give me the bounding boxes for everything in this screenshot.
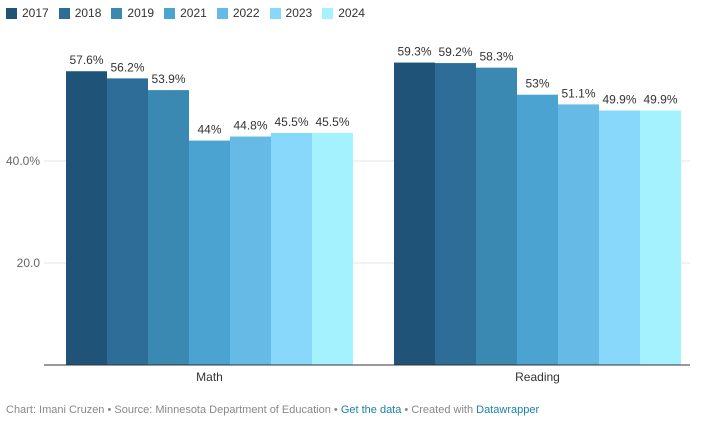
legend-label: 2018 [74,6,102,20]
legend-label: 2023 [285,6,313,20]
legend-swatch [111,7,123,19]
legend-label: 2021 [180,6,207,20]
data-label: 58.3% [479,50,513,64]
legend-label: 2024 [338,6,365,20]
legend-swatch [216,7,228,19]
legend-item: 2021 [164,6,207,20]
legend: 2017 2018 2019 2021 2022 2023 2024 [6,6,365,20]
legend-item: 2018 [58,6,102,20]
data-label: 44% [197,123,221,137]
legend-item: 2023 [269,6,313,20]
bar [271,132,312,365]
data-label: 56.2% [110,60,144,74]
data-label: 53% [525,77,549,91]
legend-item: 2019 [111,6,154,20]
data-label: 45.5% [315,115,349,129]
legend-swatch [58,7,70,19]
data-label: 53.9% [151,72,185,86]
legend-swatch [164,7,176,19]
x-category-label: Reading [515,370,560,384]
bar [517,94,558,365]
bar [476,67,517,366]
legend-label: 2022 [232,6,260,20]
datawrapper-link[interactable]: Datawrapper [476,404,540,416]
legend-swatch [6,7,17,19]
legend-item: 2022 [216,6,260,20]
legend-swatch [269,7,281,19]
footer-credit: Chart: Imani Cruzen • Source: Minnesota … [6,404,341,416]
get-data-link[interactable]: Get the data [340,404,402,416]
data-label: 44.8% [233,119,267,133]
bar [107,78,148,365]
data-label: 45.5% [274,115,308,129]
data-label: 59.2% [438,45,472,59]
data-label: 49.9% [602,93,636,107]
data-label: 59.3% [397,45,431,59]
footer: Chart: Imani Cruzen • Source: Minnesota … [6,404,539,416]
legend-label: 2019 [127,6,155,20]
legend-swatch [322,7,334,19]
bar [66,71,107,366]
legend-item: 2024 [322,6,365,20]
bar [394,62,435,365]
y-tick-label: 20.0 [17,256,41,270]
bar [640,110,681,365]
legend-label: 2017 [22,6,49,20]
data-label: 51.1% [561,86,595,100]
y-tick-label: 40.0% [6,154,40,168]
bar [558,104,599,365]
data-label: 49.9% [643,93,677,107]
legend-item: 2017 [6,6,49,20]
bar [599,110,640,365]
bar [230,136,271,365]
footer-middle: • Created with [401,404,477,416]
data-label: 57.6% [69,53,103,67]
bar [148,90,189,366]
bar [435,63,476,366]
x-category-label: Math [196,370,223,384]
bar [189,140,230,365]
bar [312,132,353,365]
